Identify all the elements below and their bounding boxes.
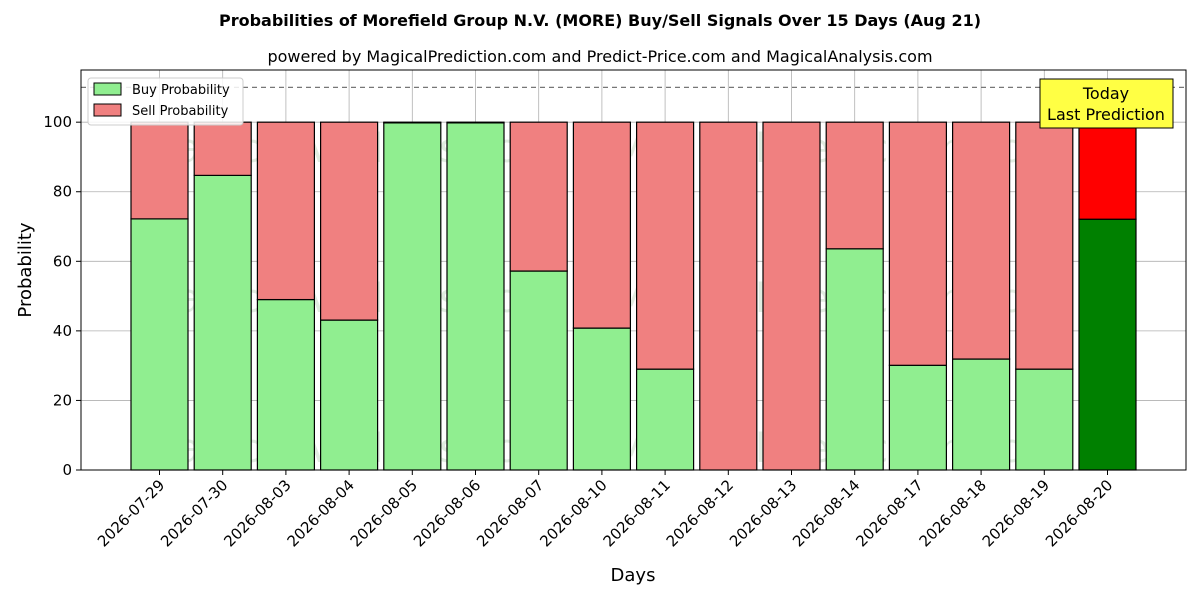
y-tick-label: 40 bbox=[53, 322, 72, 340]
x-tick-label: 2026-08-06 bbox=[410, 476, 484, 550]
bar-buy bbox=[572, 327, 632, 471]
x-tick-label: 2026-08-19 bbox=[979, 476, 1053, 550]
y-tick-label: 20 bbox=[53, 391, 72, 409]
bar-sell bbox=[1015, 121, 1074, 370]
bar-sell bbox=[699, 121, 758, 471]
bar-buy bbox=[256, 298, 315, 471]
y-tick-label: 60 bbox=[53, 252, 72, 270]
annotation-box bbox=[1039, 78, 1174, 129]
bar-sell bbox=[320, 121, 379, 321]
x-tick-label: 2026-07-29 bbox=[94, 476, 168, 550]
bar-buy bbox=[951, 358, 1011, 471]
bar-buy bbox=[509, 270, 568, 471]
y-tick-label: 0 bbox=[62, 461, 72, 479]
annotation-last-prediction: Last Prediction bbox=[1047, 105, 1165, 124]
bar-sell bbox=[572, 121, 632, 329]
x-tick-label: 2026-08-17 bbox=[852, 476, 926, 550]
y-tick-label: 100 bbox=[43, 113, 72, 131]
bar-buy bbox=[193, 174, 252, 471]
bar-sell bbox=[888, 121, 948, 366]
bar-sell bbox=[762, 121, 821, 471]
legend: Buy Probability Sell Probability bbox=[87, 77, 244, 126]
y-axis-ticks: 0 20 40 60 80 100 bbox=[43, 113, 81, 479]
x-tick-label: 2026-08-11 bbox=[600, 476, 674, 550]
bar-sell bbox=[130, 121, 189, 220]
bar-sell bbox=[825, 121, 884, 250]
legend-box bbox=[87, 77, 244, 126]
bar-sell bbox=[256, 121, 315, 301]
y-tick-label: 80 bbox=[53, 183, 72, 201]
x-tick-label: 2026-08-12 bbox=[663, 476, 737, 550]
bar-buy bbox=[446, 122, 505, 471]
x-tick-label: 2026-08-03 bbox=[220, 476, 294, 550]
bar-buy bbox=[130, 218, 189, 471]
y-axis-label: Probability bbox=[15, 222, 36, 317]
legend-swatch-buy bbox=[93, 82, 122, 96]
bar-sell bbox=[509, 121, 568, 272]
x-tick-label: 2026-08-04 bbox=[284, 476, 358, 550]
x-tick-label: 2026-08-07 bbox=[473, 476, 547, 550]
legend-label-buy: Buy Probability bbox=[132, 83, 230, 98]
x-tick-label: 2026-08-10 bbox=[536, 476, 610, 550]
bar-sell bbox=[1078, 121, 1137, 220]
annotation-today: Today bbox=[1082, 84, 1129, 103]
x-axis-label: Days bbox=[611, 565, 656, 586]
x-tick-label: 2026-08-18 bbox=[916, 476, 990, 550]
x-tick-label: 2026-08-20 bbox=[1042, 476, 1116, 550]
bar-sell bbox=[446, 121, 505, 124]
bar-sell bbox=[193, 121, 252, 176]
bar-buy bbox=[383, 122, 442, 471]
x-axis-ticks: 2026-07-292026-07-302026-08-032026-08-04… bbox=[94, 470, 1116, 550]
bar-buy bbox=[320, 319, 379, 471]
plot-frame bbox=[80, 69, 1187, 471]
legend-swatch-sell bbox=[93, 103, 122, 117]
bar-buy bbox=[635, 368, 695, 471]
bar-sell bbox=[383, 121, 442, 124]
bars bbox=[81, 86, 1186, 471]
today-annotation: Today Last Prediction bbox=[1039, 78, 1174, 129]
x-tick-label: 2026-08-05 bbox=[347, 476, 421, 550]
bar-sell bbox=[635, 121, 695, 370]
bar-sell bbox=[951, 121, 1011, 360]
bar-buy bbox=[825, 248, 884, 471]
x-tick-label: 2026-08-13 bbox=[726, 476, 800, 550]
chart-title: Probabilities of Morefield Group N.V. (M… bbox=[219, 11, 981, 30]
x-tick-label: 2026-08-14 bbox=[789, 476, 863, 550]
legend-label-sell: Sell Probability bbox=[132, 104, 229, 119]
chart-subtitle: powered by MagicalPrediction.com and Pre… bbox=[267, 47, 932, 66]
bar-buy bbox=[1078, 218, 1137, 471]
bar-buy bbox=[888, 364, 948, 471]
bar-buy bbox=[1015, 368, 1074, 471]
x-tick-label: 2026-07-30 bbox=[157, 476, 231, 550]
